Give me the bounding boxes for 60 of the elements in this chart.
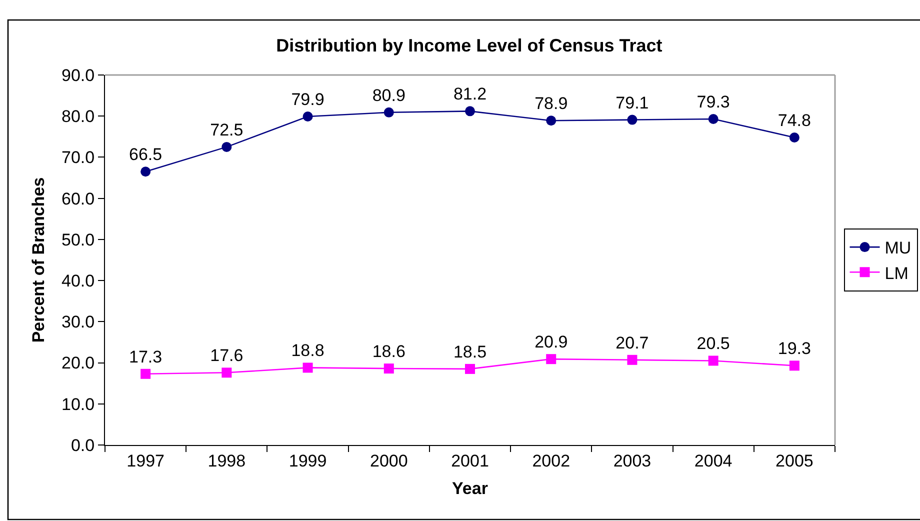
point xyxy=(222,142,232,152)
data-label: 78.9 xyxy=(534,94,568,114)
data-label: 20.5 xyxy=(696,334,730,354)
y-tick-label: 40.0 xyxy=(62,272,95,291)
point xyxy=(302,362,313,373)
data-label: 20.9 xyxy=(534,332,568,352)
legend-label: LM xyxy=(884,264,908,283)
data-label: 18.5 xyxy=(453,342,487,362)
y-tick-label: 10.0 xyxy=(62,394,95,414)
data-label: 79.1 xyxy=(616,93,649,112)
y-tick-label: 80.0 xyxy=(62,107,95,126)
data-label: 72.5 xyxy=(210,120,244,140)
legend-label: MU xyxy=(884,238,912,258)
data-label: 79.3 xyxy=(696,92,730,112)
point xyxy=(708,356,718,366)
data-label: 17.3 xyxy=(129,347,162,366)
data-label: 79.9 xyxy=(291,90,324,110)
data-label: 81.2 xyxy=(453,84,487,104)
data-label: 18.8 xyxy=(291,341,324,360)
point xyxy=(546,116,556,126)
x-axis-title: Year xyxy=(452,478,488,498)
y-tick-label: 60.0 xyxy=(62,189,95,208)
data-label: 17.6 xyxy=(210,346,244,366)
x-tick-label: 2002 xyxy=(532,451,570,470)
y-tick-label: 90.0 xyxy=(62,66,95,85)
x-tick-label: 2001 xyxy=(451,451,489,470)
y-tick-label: 30.0 xyxy=(62,312,95,332)
x-tick-label: 1997 xyxy=(126,451,164,470)
x-tick-label: 2000 xyxy=(370,451,408,470)
data-label: 66.5 xyxy=(129,145,162,164)
point xyxy=(465,364,475,374)
point xyxy=(384,107,394,118)
point xyxy=(384,364,394,374)
y-axis-title: Percent of Branches xyxy=(29,177,48,343)
point xyxy=(627,114,638,125)
data-label: 18.6 xyxy=(372,342,406,362)
x-tick-label: 2005 xyxy=(776,451,814,470)
data-label: 74.8 xyxy=(778,110,811,130)
point xyxy=(222,368,232,378)
x-tick-label: 2003 xyxy=(613,451,652,470)
point xyxy=(465,106,475,116)
point xyxy=(140,166,151,177)
y-tick-label: 50.0 xyxy=(62,230,95,250)
y-tick-label: 20.0 xyxy=(62,354,95,373)
x-tick-label: 2004 xyxy=(694,451,732,470)
point xyxy=(627,354,638,365)
x-tick-label: 1999 xyxy=(288,451,327,470)
data-label: 80.9 xyxy=(372,86,406,105)
point xyxy=(708,114,718,124)
point xyxy=(546,354,556,364)
point xyxy=(789,360,800,371)
data-label: 19.3 xyxy=(778,339,811,358)
chart-title: Distribution by Income Level of Census Tract xyxy=(276,35,662,56)
x-tick-label: 1998 xyxy=(208,451,246,470)
data-label: 20.7 xyxy=(616,333,649,352)
point xyxy=(789,132,800,142)
point xyxy=(302,112,313,122)
y-tick-label: 70.0 xyxy=(62,148,95,168)
y-tick-label: 0.0 xyxy=(70,436,95,455)
point xyxy=(140,368,151,379)
